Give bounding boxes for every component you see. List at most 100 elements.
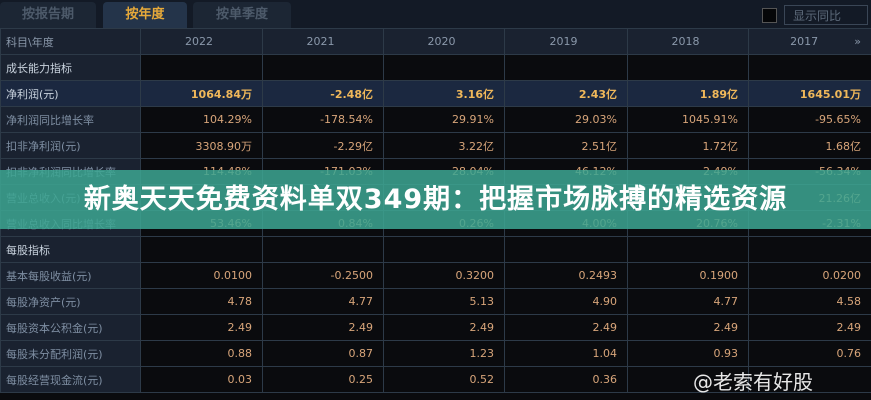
year-label: 2018 xyxy=(671,35,700,48)
cell-value: 0.2493 xyxy=(504,262,628,289)
table-row: 每股资本公积金(元) 2.49 2.49 2.49 2.49 2.49 2.49 xyxy=(0,314,871,341)
cell-value: -0.2500 xyxy=(262,262,384,289)
cell-value: 5.13 xyxy=(383,288,505,315)
cell-value: 4.78 xyxy=(140,288,263,315)
tab-bar: 按报告期 按年度 按单季度 显示同比 xyxy=(0,0,871,28)
cell-value xyxy=(140,236,263,263)
year-label: 2021 xyxy=(306,35,335,48)
show-yoy-label[interactable]: 显示同比 xyxy=(784,5,868,25)
cell-value: 4.58 xyxy=(748,288,871,315)
cell-value: 1645.01万 xyxy=(748,80,871,107)
row-label: 每股净资产(元) xyxy=(0,288,141,315)
cell-value: 0.88 xyxy=(140,340,263,367)
row-label: 净利润同比增长率 xyxy=(0,106,141,133)
cell-value: -178.54% xyxy=(262,106,384,133)
cell-value: 3.22亿 xyxy=(383,132,505,159)
cell-value: 2.49 xyxy=(383,314,505,341)
cell-value xyxy=(627,366,749,393)
table-row: 扣非净利润(元) 3308.90万 -2.29亿 3.22亿 2.51亿 1.72亿 1.6… xyxy=(0,132,871,159)
weibo-watermark: @老索有好股 xyxy=(693,370,813,394)
cell-value: 4.77 xyxy=(627,288,749,315)
year-header[interactable]: 2020 xyxy=(383,28,505,55)
cell-value: 2.49 xyxy=(504,314,628,341)
cell-value: 29.03% xyxy=(504,106,628,133)
cell-value: 0.0200 xyxy=(748,262,871,289)
tab-by-year[interactable]: 按年度 xyxy=(103,2,187,28)
year-header[interactable]: 2021 xyxy=(262,28,384,55)
cell-value: 2.51亿 xyxy=(504,132,628,159)
cell-value: 1.68亿 xyxy=(748,132,871,159)
title-banner: 新奥天天免费资料单双349期：把握市场脉搏的精选资源 xyxy=(0,170,871,229)
double-chevron-right-icon[interactable]: » xyxy=(854,35,861,48)
cell-value: 4.90 xyxy=(504,288,628,315)
year-header[interactable]: 2018 xyxy=(627,28,749,55)
cell-value xyxy=(748,236,871,263)
year-header[interactable]: 2019 xyxy=(504,28,628,55)
cell-value: 2.49 xyxy=(748,314,871,341)
year-header[interactable]: 2017 » xyxy=(748,28,871,55)
cell-value: -2.29亿 xyxy=(262,132,384,159)
cell-value: 0.0100 xyxy=(140,262,263,289)
row-label: 成长能力指标 xyxy=(0,54,141,81)
cell-value xyxy=(748,366,871,393)
tab-by-report-period[interactable]: 按报告期 xyxy=(0,2,96,28)
row-label: 净利润(元) xyxy=(0,80,141,107)
table-row: 每股净资产(元) 4.78 4.77 5.13 4.90 4.77 4.58 xyxy=(0,288,871,315)
cell-value xyxy=(627,236,749,263)
year-label: 2019 xyxy=(549,35,578,48)
cell-value: 1045.91% xyxy=(627,106,749,133)
cell-value: 1.23 xyxy=(383,340,505,367)
table-row: 成长能力指标 xyxy=(0,54,871,81)
cell-value: 2.49 xyxy=(140,314,263,341)
cell-value: 2.49 xyxy=(627,314,749,341)
cell-value xyxy=(504,54,628,81)
header-label: 科目\年度 xyxy=(0,28,141,55)
cell-value xyxy=(262,54,384,81)
year-label: 2022 xyxy=(185,35,213,48)
cell-value xyxy=(383,236,505,263)
row-label: 基本每股收益(元) xyxy=(0,262,141,289)
cell-value: -2.48亿 xyxy=(262,80,384,107)
cell-value: 104.29% xyxy=(140,106,263,133)
cell-value: 1.89亿 xyxy=(627,80,749,107)
row-label: 每股经营现金流(元) xyxy=(0,366,141,393)
table-row: 净利润(元) 1064.84万 -2.48亿 3.16亿 2.43亿 1.89亿 1645.… xyxy=(0,80,871,107)
tab-by-quarter[interactable]: 按单季度 xyxy=(193,2,291,28)
show-yoy-checkbox[interactable] xyxy=(762,8,777,23)
cell-value: 0.36 xyxy=(504,366,628,393)
row-label: 扣非净利润(元) xyxy=(0,132,141,159)
cell-value: 1.04 xyxy=(504,340,628,367)
cell-value xyxy=(748,54,871,81)
cell-value: 0.25 xyxy=(262,366,384,393)
cell-value: 3308.90万 xyxy=(140,132,263,159)
cell-value: 0.1900 xyxy=(627,262,749,289)
cell-value: 3.16亿 xyxy=(383,80,505,107)
year-label: 2017 xyxy=(790,35,819,48)
cell-value: 2.49 xyxy=(262,314,384,341)
year-header[interactable]: 2022 xyxy=(140,28,263,55)
cell-value xyxy=(504,236,628,263)
cell-value: 0.87 xyxy=(262,340,384,367)
year-label: 2020 xyxy=(427,35,456,48)
row-label: 每股未分配利润(元) xyxy=(0,340,141,367)
table-row: 每股指标 xyxy=(0,236,871,263)
cell-value: 0.76 xyxy=(748,340,871,367)
table-row: 每股经营现金流(元) 0.03 0.25 0.52 0.36 xyxy=(0,366,871,393)
row-label: 每股指标 xyxy=(0,236,141,263)
table-row: 每股未分配利润(元) 0.88 0.87 1.23 1.04 0.93 0.76 xyxy=(0,340,871,367)
cell-value xyxy=(627,54,749,81)
cell-value: 0.03 xyxy=(140,366,263,393)
cell-value: 0.93 xyxy=(627,340,749,367)
cell-value: 1.72亿 xyxy=(627,132,749,159)
row-label: 每股资本公积金(元) xyxy=(0,314,141,341)
cell-value: 0.3200 xyxy=(383,262,505,289)
cell-value xyxy=(262,236,384,263)
header-row: 科目\年度 2022 2021 2020 2019 2018 2017 » xyxy=(0,28,871,55)
cell-value: 0.52 xyxy=(383,366,505,393)
cell-value: 29.91% xyxy=(383,106,505,133)
cell-value: -95.65% xyxy=(748,106,871,133)
table-row: 基本每股收益(元) 0.0100 -0.2500 0.3200 0.2493 0.1900… xyxy=(0,262,871,289)
cell-value: 4.77 xyxy=(262,288,384,315)
cell-value: 1064.84万 xyxy=(140,80,263,107)
